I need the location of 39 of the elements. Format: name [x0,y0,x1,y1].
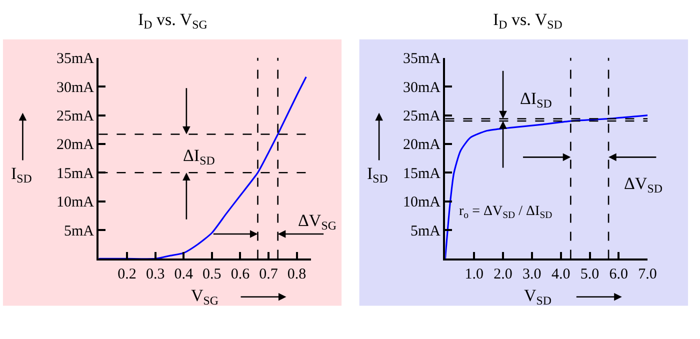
x-tick-label: 6.0 [609,266,628,282]
chart-title: I$_{D}$ vs. V$_{SG}$ [138,10,208,32]
y-tick-label: 5mA [64,223,94,240]
y-tick-label: 15mA [56,166,94,182]
y-tick-label: 20mA [402,137,441,154]
y-tick-label: 20mA [56,137,94,154]
x-tick-label: 0.5 [202,266,222,282]
y-tick-label: 30mA [402,80,441,96]
x-tick-label: 0.4 [174,266,194,282]
y-tick-label: 10mA [402,194,441,211]
annotation: r$_{o}$ = ΔV$_{SD}$ / ΔI$_{SD}$ [459,204,552,221]
x-tick-label: 3.0 [522,266,542,282]
y-axis-title: I$_{SD}$ [367,164,388,186]
x-axis-title: V$_{SD}$ [524,286,552,308]
x-tick-label: 0.8 [287,266,306,282]
y-tick-label: 35mA [56,51,94,68]
y-tick-label: 25mA [56,108,94,125]
x-tick-label: 0.6 [230,266,250,282]
annotation: ΔV$_{SG}$ [298,211,337,233]
y-axis-title: I$_{SD}$ [11,164,32,186]
x-axis-title: V$_{SG}$ [191,286,219,308]
y-tick-label: 5mA [410,223,441,240]
y-tick-label: 25mA [402,108,441,125]
annotation: ΔV$_{SD}$ [624,174,663,196]
x-tick-label: 4.0 [551,266,570,282]
y-tick-label: 30mA [56,80,94,96]
x-tick-label: 5.0 [580,266,600,282]
x-tick-label: 2.0 [494,266,512,282]
annotation: ΔI$_{SD}$ [520,89,552,111]
x-tick-label: 0.7 [259,266,278,282]
x-tick-label: 0.2 [118,266,136,282]
y-tick-label: 10mA [56,194,94,211]
chart-title: I$_{D}$ vs. V$_{SD}$ [493,10,563,32]
y-tick-label: 35mA [402,51,441,68]
x-tick-label: 1.0 [464,266,484,282]
y-tick-label: 15mA [402,166,441,182]
annotation: ΔI$_{SD}$ [183,146,216,168]
x-tick-label: 0.3 [146,266,165,282]
x-tick-label: 7.0 [638,266,657,282]
